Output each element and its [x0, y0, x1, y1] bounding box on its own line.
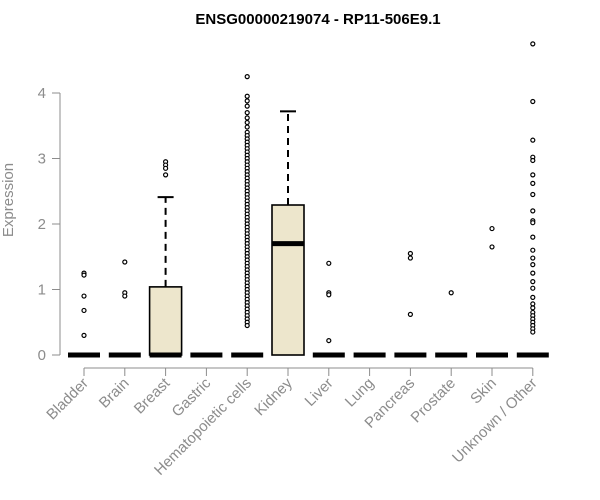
x-tick-label: Bladder	[43, 375, 92, 424]
outlier-point	[244, 322, 250, 329]
outlier-point	[326, 260, 332, 266]
outlier-point	[81, 293, 87, 299]
outlier-point	[530, 137, 536, 143]
x-tick-label: Breast	[131, 374, 174, 417]
outlier-point	[530, 208, 536, 214]
outlier-point	[530, 247, 536, 253]
outlier-point	[530, 157, 536, 164]
box	[148, 286, 183, 356]
outlier-point	[530, 255, 536, 261]
y-tick-label: 4	[38, 85, 46, 102]
y-tick-label: 2	[38, 216, 46, 233]
x-tick-label: Kidney	[251, 374, 296, 419]
outlier-point	[530, 220, 536, 226]
y-axis: 0 1 2 3 4	[38, 85, 61, 364]
outlier-point	[530, 191, 536, 198]
outlier-point	[81, 272, 87, 278]
y-tick-label: 0	[38, 347, 46, 364]
outlier-point	[81, 332, 87, 338]
outlier-point	[530, 279, 536, 285]
box-group	[312, 260, 345, 358]
x-tick-label: Liver	[302, 375, 337, 410]
y-tick-label: 3	[38, 151, 46, 168]
box-group	[108, 259, 141, 358]
outlier-point	[530, 98, 536, 105]
outlier-point	[530, 234, 536, 240]
x-tick-label: Lung	[342, 375, 378, 411]
x-tick-label: Skin	[467, 375, 500, 408]
outlier-point	[244, 110, 250, 116]
box-group	[516, 41, 549, 358]
box-group	[148, 159, 183, 358]
outlier-point	[122, 259, 128, 265]
outlier-point	[530, 41, 536, 47]
outlier-point	[530, 294, 536, 300]
box-group	[231, 74, 264, 358]
outlier-point	[163, 165, 169, 171]
chart-title: ENSG00000219074 - RP11-506E9.1	[195, 11, 440, 28]
outlier-point	[407, 311, 413, 317]
outlier-point	[530, 180, 536, 186]
outlier-point	[163, 172, 169, 178]
outlier-point	[448, 290, 454, 296]
plot-area	[68, 41, 549, 358]
outlier-point	[244, 93, 250, 99]
outlier-point	[326, 337, 332, 344]
box-group	[476, 225, 508, 358]
box-group	[394, 250, 427, 358]
outlier-point	[530, 285, 536, 291]
outlier-point	[122, 293, 128, 299]
outlier-point	[489, 225, 495, 232]
outlier-point	[407, 255, 413, 261]
outlier-point	[530, 262, 536, 268]
outlier-point	[326, 292, 332, 298]
box-group	[435, 290, 468, 358]
outlier-point	[530, 270, 536, 276]
outlier-point	[530, 305, 536, 311]
y-axis-label: Expression	[0, 163, 17, 237]
outlier-point	[244, 74, 250, 80]
outlier-point	[407, 250, 413, 257]
outlier-point	[244, 103, 250, 109]
box-group	[271, 110, 305, 356]
outlier-point	[244, 124, 250, 130]
outlier-point	[244, 98, 250, 104]
outlier-point	[489, 244, 495, 250]
outlier-point	[244, 115, 250, 121]
x-tick-label: Brain	[96, 375, 133, 412]
outlier-point	[81, 307, 87, 314]
y-tick-label: 1	[38, 282, 46, 299]
outlier-point	[530, 172, 536, 178]
outlier-point	[530, 329, 536, 335]
outlier-point	[244, 119, 250, 126]
x-tick-label: Prostate	[407, 375, 459, 427]
box-group	[68, 270, 100, 358]
box	[271, 204, 305, 356]
